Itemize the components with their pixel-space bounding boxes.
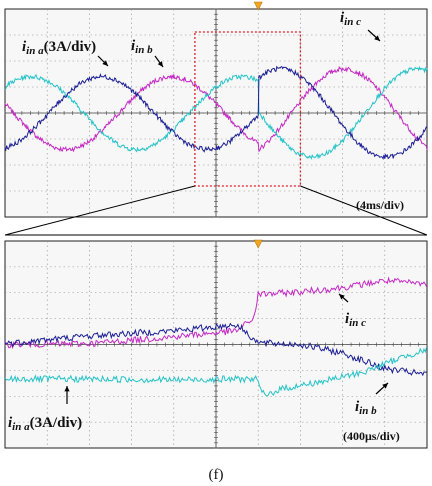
zoom-window-box <box>194 31 302 187</box>
zoom-link-left <box>4 185 196 236</box>
top-arrow-ic-head-icon <box>374 35 380 41</box>
zoom-link-right <box>300 185 428 236</box>
bottom-arrow-ic-head-icon <box>339 294 345 300</box>
waveform-traces <box>4 65 428 397</box>
bottom-label-ic: iin c <box>345 311 366 329</box>
top-trace-phase-b <box>4 65 428 160</box>
bottom-label-ia-subscript: in a <box>12 421 30 433</box>
top-label-ia-scale: (3A/div) <box>44 39 97 55</box>
bottom-label-ib-symbol: i <box>355 399 360 415</box>
bottom-label-ib: iin b <box>355 399 377 417</box>
bottom-label-ia-scale: (3A/div) <box>30 415 83 431</box>
bottom-label-ic-subscript: in c <box>349 317 366 329</box>
top-trace-phase-a <box>4 65 428 160</box>
bottom-label-ia: iin a(3A/div) <box>8 415 82 433</box>
top-label-ia-subscript: in a <box>26 45 44 57</box>
bottom-arrow-ia-head-icon <box>64 386 70 392</box>
top-label-ic-symbol: i <box>340 10 345 26</box>
top-arrow-ib-head-icon <box>157 61 163 67</box>
bottom-trigger-marker-icon <box>253 239 263 249</box>
top-arrow-ia-head-icon <box>102 60 108 66</box>
top-trigger-marker-icon <box>253 1 263 11</box>
top-label-ic: iin c <box>340 10 361 28</box>
top-label-ib-symbol: i <box>131 38 136 54</box>
figure-label: (f) <box>209 467 224 483</box>
bottom-label-ia-symbol: i <box>8 415 13 431</box>
bottom-trace-phase-c <box>4 276 428 350</box>
bottom-trace-phase-b <box>4 322 427 377</box>
top-scale-note: (4ms/div) <box>356 198 404 212</box>
top-trace-phase-c <box>4 65 428 153</box>
top-label-ia-symbol: i <box>22 39 27 55</box>
panel-grids <box>4 8 428 449</box>
bottom-scale-note: (400μs/div) <box>343 429 400 443</box>
top-label-ia: iin a(3A/div) <box>22 39 96 57</box>
top-label-ic-subscript: in c <box>344 16 361 28</box>
bottom-label-ib-subscript: in b <box>359 405 377 417</box>
top-label-ib-subscript: in b <box>135 44 153 56</box>
bottom-trace-phase-a <box>4 346 428 397</box>
bottom-label-ic-symbol: i <box>345 311 350 327</box>
bottom-arrow-ib-head-icon <box>382 383 388 389</box>
top-label-ib: iin b <box>131 38 153 56</box>
